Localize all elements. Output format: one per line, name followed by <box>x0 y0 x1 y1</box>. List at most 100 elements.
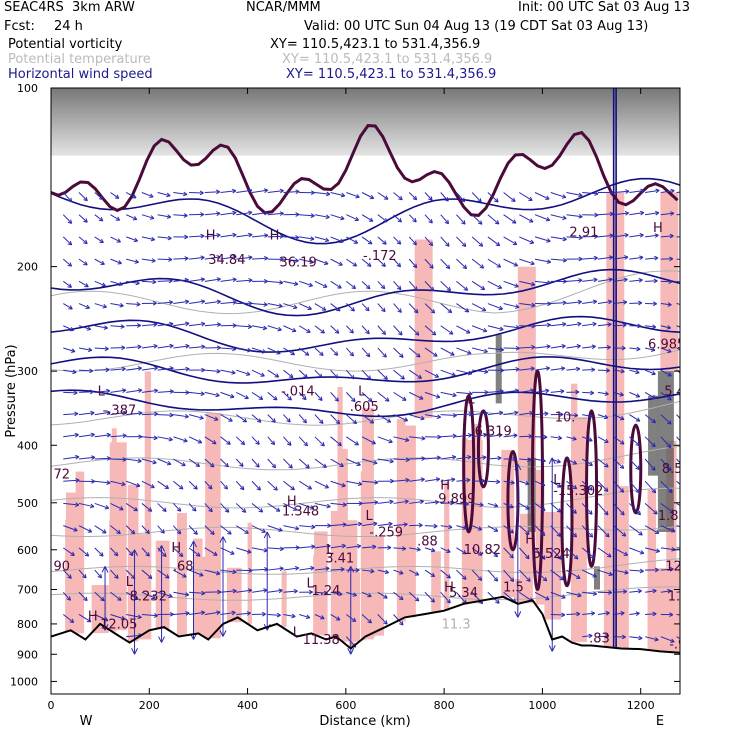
wind-vector <box>424 455 441 461</box>
wind-vector <box>314 543 331 549</box>
wind-vector <box>188 414 204 420</box>
wind-vector <box>566 436 577 441</box>
wind-vector <box>534 366 551 371</box>
wind-vector <box>283 502 298 511</box>
wind-vector <box>346 236 359 244</box>
wind-vector <box>157 366 174 371</box>
wind-vector <box>78 410 95 416</box>
wind-vector <box>173 277 189 283</box>
wind-vector <box>550 192 567 199</box>
pv-contour <box>560 456 574 588</box>
wind-vector <box>219 536 227 637</box>
wind-vector <box>424 280 435 292</box>
wind-vector <box>456 391 473 396</box>
contour-annotation: -15.302 <box>553 484 603 499</box>
wind-vector <box>597 233 614 239</box>
wind-vector <box>629 458 640 470</box>
wind-vector <box>519 323 536 329</box>
wind-speed-contour <box>51 177 680 245</box>
wind-vector <box>408 347 421 358</box>
wind-vector <box>645 233 659 238</box>
wind-vector <box>629 188 645 194</box>
wind-vector <box>645 611 657 617</box>
wind-vector <box>582 321 597 327</box>
wind-vector <box>283 525 300 531</box>
wind-vector <box>613 300 628 305</box>
pv-shading-column <box>127 484 139 642</box>
wind-vector <box>299 524 316 530</box>
wind-vector <box>330 236 344 244</box>
wind-vector <box>298 325 311 333</box>
wind-vector <box>361 236 373 245</box>
wind-vector <box>487 389 504 394</box>
wind-vector <box>456 214 466 225</box>
wind-vector <box>456 547 467 555</box>
wind-vector <box>141 300 157 306</box>
wind-vector <box>471 214 483 225</box>
wind-vector <box>314 303 327 311</box>
contour-annotation: 10.82 <box>464 543 501 558</box>
wind-vector <box>597 277 613 282</box>
wind-vector <box>314 258 329 266</box>
wind-vector <box>362 500 379 505</box>
wind-vector <box>629 414 641 422</box>
wind-vector <box>204 589 222 595</box>
wind-vector <box>314 590 328 596</box>
wind-vector <box>362 479 379 485</box>
wind-vector <box>314 414 324 424</box>
wind-vector <box>393 546 407 551</box>
wind-vector <box>189 610 206 616</box>
x-tick-label: 600 <box>335 699 356 712</box>
contour-annotation: 6.319 <box>475 424 512 439</box>
wind-vector <box>534 569 548 582</box>
wind-vector <box>377 545 392 551</box>
wind-vector <box>456 347 472 355</box>
wind-vector <box>173 569 187 578</box>
wind-vector <box>487 347 505 352</box>
model-label: SEAC4RS 3km ARW <box>4 0 135 15</box>
contour-annotation: H <box>444 580 454 595</box>
wind-vector <box>534 344 551 349</box>
wind-vector <box>613 210 630 216</box>
wind-vector <box>189 299 206 305</box>
wind-vector <box>220 458 229 468</box>
wind-vector <box>597 299 613 305</box>
wind-vector <box>581 547 595 559</box>
wind-vector <box>472 502 484 507</box>
wind-vector <box>660 188 675 194</box>
wind-vector <box>361 280 371 290</box>
wind-vector <box>424 414 442 420</box>
wind-vector <box>440 236 450 247</box>
wind-vector <box>330 258 343 266</box>
wind-vector <box>408 258 418 269</box>
wind-vector <box>126 410 143 416</box>
wind-vector <box>204 391 220 398</box>
wind-vector <box>173 321 190 327</box>
wind-vector <box>235 480 245 491</box>
wind-vector <box>440 347 455 356</box>
pv-shading-column <box>514 579 524 603</box>
wind-vector <box>110 457 127 462</box>
wind-vector <box>125 192 137 199</box>
wind-vector <box>409 499 424 505</box>
wind-vector <box>220 188 237 194</box>
wind-vector <box>220 300 237 305</box>
wind-vector <box>173 547 184 558</box>
wind-vector <box>472 432 488 438</box>
wind-vector <box>613 634 626 640</box>
wind-vector <box>236 369 251 376</box>
wind-vector <box>314 523 332 528</box>
wind-vector <box>189 277 205 282</box>
wind-vector <box>519 280 536 287</box>
wind-vector <box>63 454 80 460</box>
pv-contour <box>530 369 544 592</box>
wind-vector <box>345 325 354 334</box>
wind-vector <box>534 503 546 512</box>
wind-vector <box>440 214 450 225</box>
wind-vector <box>408 281 418 291</box>
wind-vector <box>78 325 92 331</box>
wind-vector <box>110 614 126 621</box>
wind-vector <box>487 280 503 289</box>
wind-vector <box>644 636 659 642</box>
wind-vector <box>110 324 125 329</box>
